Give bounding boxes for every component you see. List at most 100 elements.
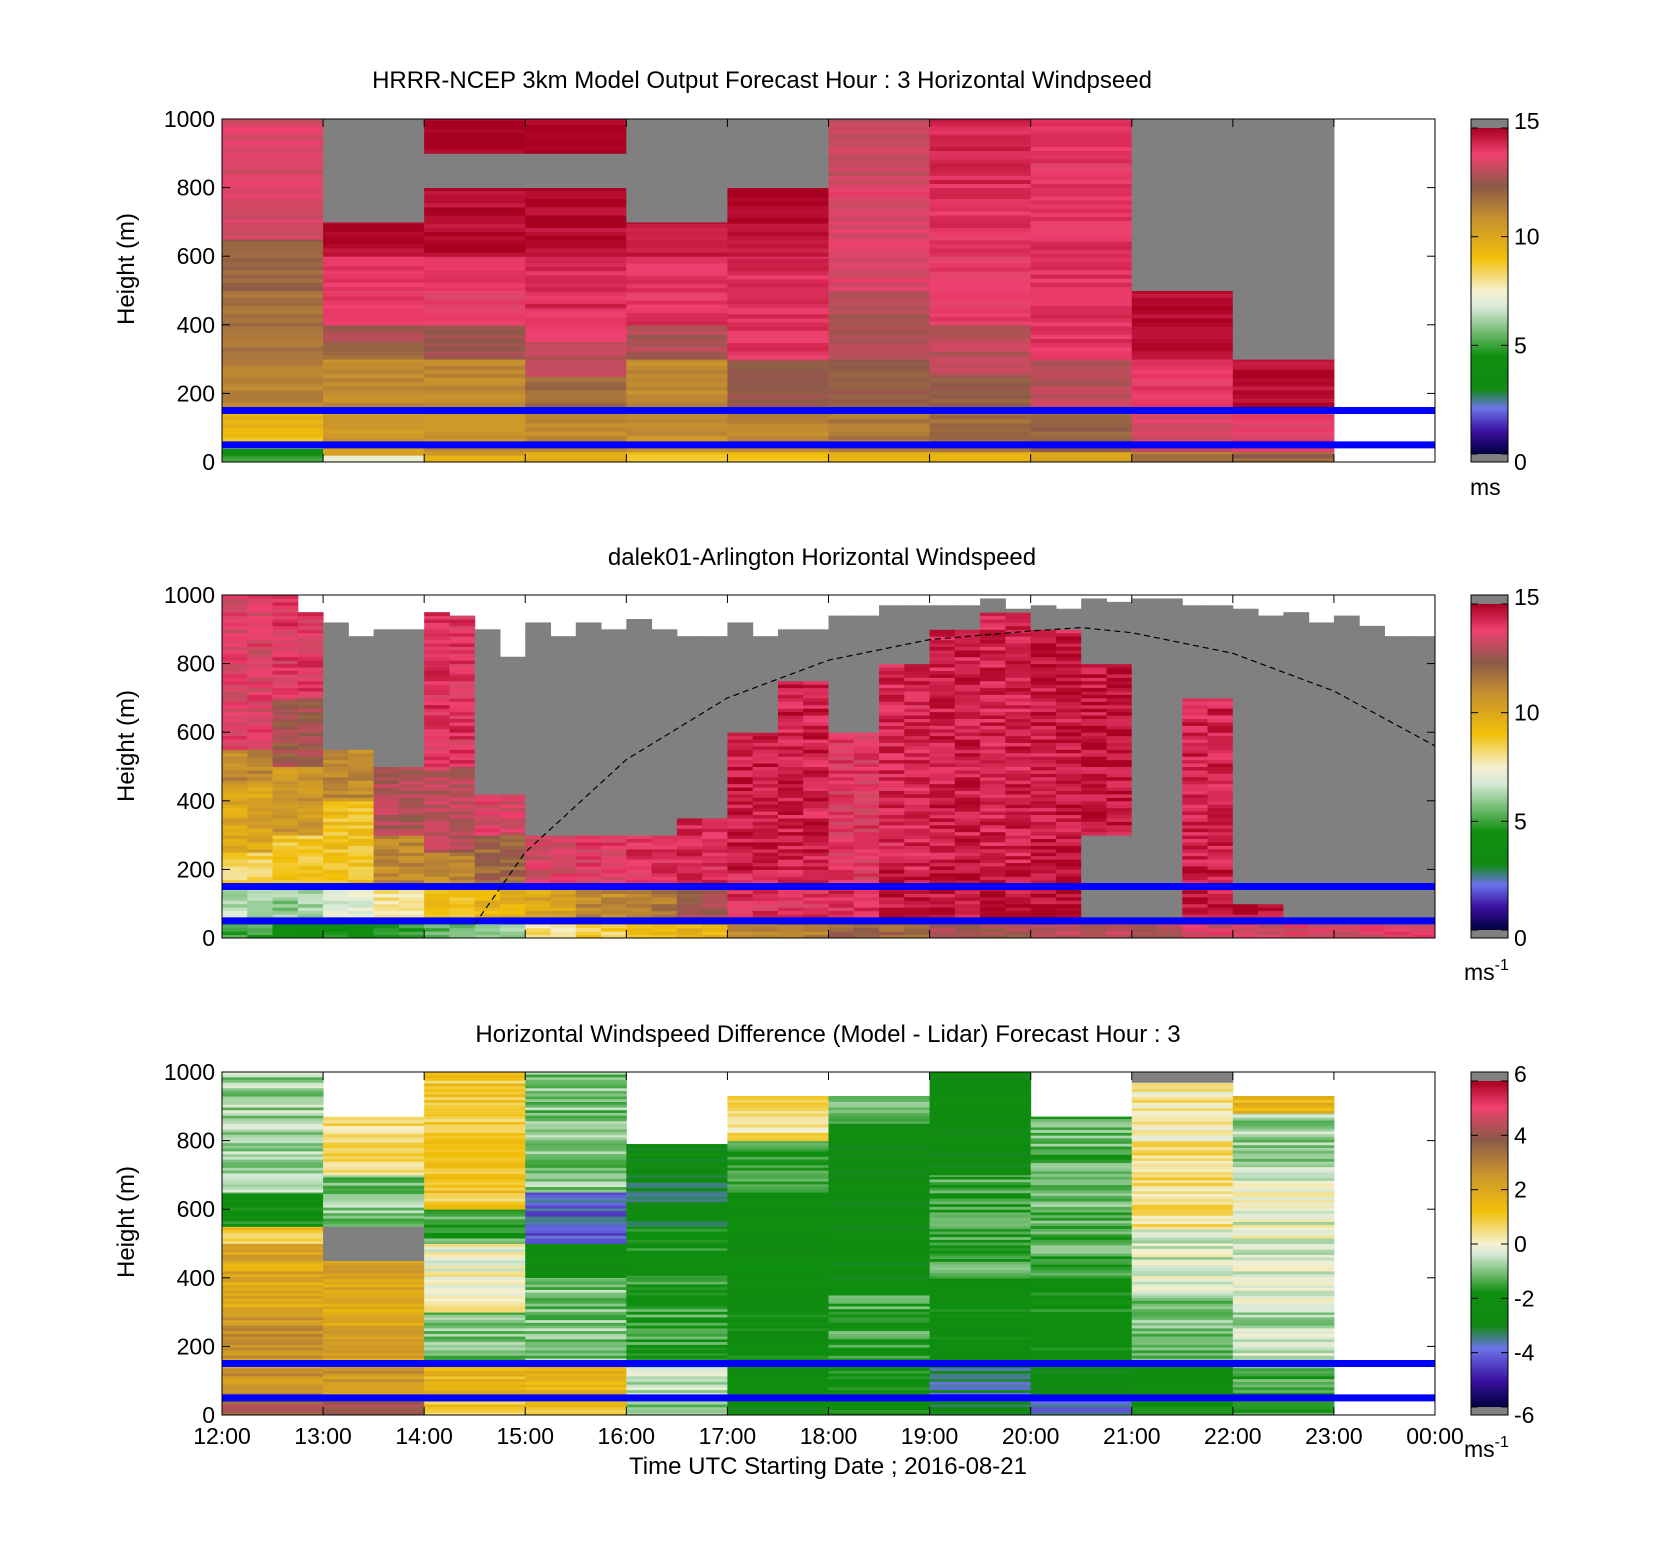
heatmap-cell [727,447,829,453]
heatmap-cell [398,821,425,826]
heatmap-cell [676,691,703,695]
heatmap-cell [424,879,450,884]
heatmap-cell [1232,361,1335,366]
heatmap-cell [626,913,653,918]
heatmap-cell [550,704,577,709]
heatmap-cell [601,766,627,771]
heatmap-cell [449,745,476,750]
heatmap-cell [499,910,526,915]
heatmap-cell [777,718,804,723]
heatmap-cell [323,831,349,836]
heatmap-cell [1232,431,1335,436]
heatmap-cell [752,766,779,771]
heatmap-cell [272,595,299,599]
heatmap-cell [297,828,324,833]
heatmap-cell [1232,708,1259,713]
heatmap-cell [373,793,400,798]
heatmap-cell [398,667,425,671]
heatmap-cell [879,831,905,836]
heatmap-cell [525,457,627,463]
heatmap-cell [1232,673,1259,678]
heatmap-cell [1182,759,1209,764]
heatmap-cell [954,697,981,702]
heatmap-cell [398,735,425,740]
heatmap-cell [1081,804,1107,809]
heatmap-cell [1157,625,1183,630]
heatmap-cell [323,369,425,375]
heatmap-cell [1030,711,1057,716]
heatmap-cell [525,704,552,709]
heatmap-cell [853,742,880,747]
heatmap-cell [803,763,829,767]
heatmap-cell [222,835,248,840]
heatmap-cell [1232,649,1259,654]
heatmap-cell [1030,739,1057,743]
heatmap-cell [626,151,728,157]
heatmap-cell [879,787,905,792]
heatmap-cell [626,835,653,840]
heatmap-cell [803,872,829,877]
heatmap-cell [525,632,552,637]
heatmap-cell [222,202,324,207]
heatmap-cell [1081,759,1107,764]
heatmap-cell [929,862,956,867]
heatmap-cell [424,687,450,692]
heatmap-cell [1030,862,1057,867]
heatmap-cell [954,639,981,644]
heatmap-cell [222,907,248,912]
heatmap-cell [626,931,653,936]
heatmap-cell [1182,643,1209,647]
heatmap-cell [929,749,956,754]
heatmap-cell [1207,869,1234,874]
heatmap-cell [272,684,299,689]
heatmap-cell [752,639,779,644]
heatmap-cell [1030,728,1057,733]
heatmap-cell [1258,835,1284,840]
heatmap-cell [1182,913,1209,918]
heatmap-cell [1055,763,1082,767]
heatmap-cell [1131,257,1234,263]
heatmap-cell [1030,622,1057,627]
heatmap-cell [1232,632,1259,637]
heatmap-cell [272,735,299,740]
heatmap-cell [702,780,728,785]
heatmap-cell [1207,900,1234,905]
heatmap-cell [828,119,931,123]
heatmap-cell [449,793,476,798]
heatmap-cell [424,927,450,932]
heatmap-cell [348,900,375,905]
heatmap-cell [1258,656,1284,661]
heatmap-cell [601,831,627,836]
heatmap-cell [449,684,476,689]
heatmap-cell [929,121,1032,127]
heatmap-cell [1030,162,1133,168]
heatmap-cell [1106,756,1133,761]
heatmap-cell [853,625,880,630]
heatmap-cell [1131,615,1158,620]
heatmap-cell [525,309,627,314]
heatmap-cell [980,896,1006,901]
heatmap-cell [929,687,956,692]
heatmap-cell [424,619,450,623]
heatmap-cell [1207,924,1234,929]
heatmap-cell [222,855,248,860]
heatmap-cell [1232,342,1335,348]
heatmap-cell [1081,725,1107,730]
heatmap-cell [752,783,779,788]
heatmap-cell [879,697,905,702]
heatmap-cell [323,261,425,267]
heatmap-cell [1081,701,1107,706]
heatmap-cell [651,745,678,750]
heatmap-cell [424,140,526,146]
heatmap-cell [1131,643,1158,647]
heatmap-cell [1055,646,1082,651]
heatmap-cell [525,140,627,146]
heatmap-cell [1055,797,1082,802]
heatmap-cell [449,841,476,846]
heatmap-cell [727,197,829,202]
heatmap-cell [323,164,425,169]
heatmap-cell [1030,619,1057,623]
heatmap-cell [525,687,552,692]
heatmap-cell [1207,725,1234,730]
